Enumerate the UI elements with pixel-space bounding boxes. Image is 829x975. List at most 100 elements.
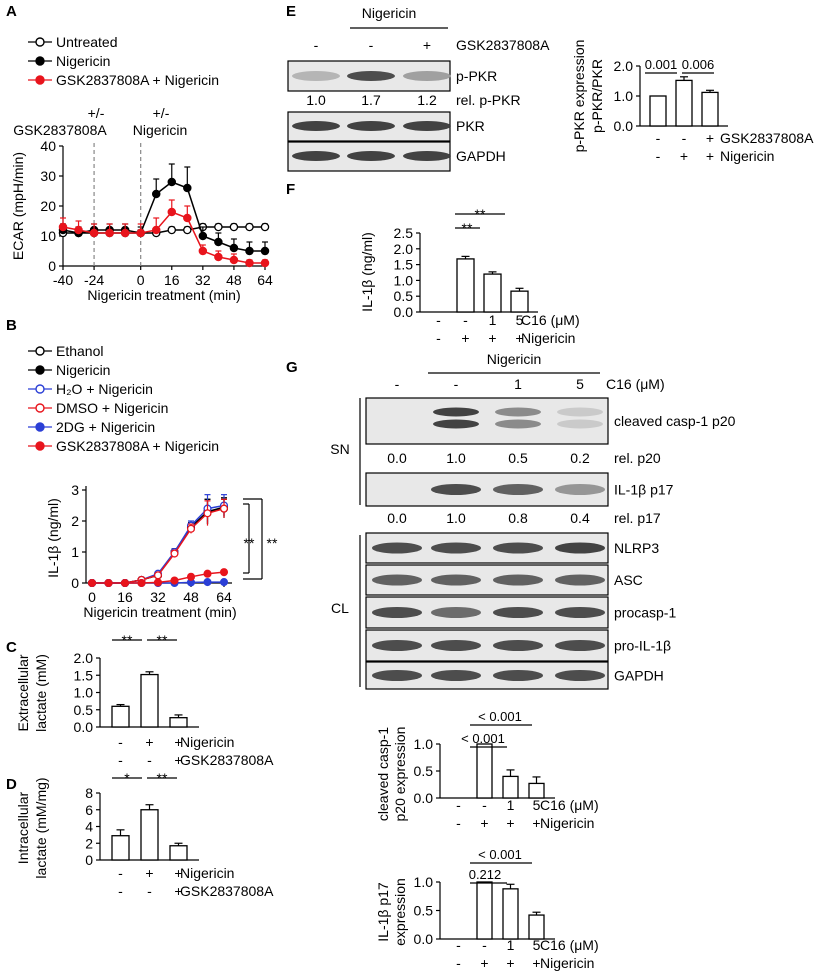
rel-label-e: rel. p-PKR xyxy=(456,92,521,108)
xtick-label-b: 0 xyxy=(88,589,96,605)
y-label-g2: IL-1β p17 xyxy=(375,882,391,942)
panel-g1-cond-value: + xyxy=(532,815,540,831)
xtick-label-a: 48 xyxy=(226,272,242,288)
data-point-a xyxy=(74,225,83,235)
panel-c-cond-value: - xyxy=(147,752,152,768)
rel-p17-value: 0.4 xyxy=(570,510,590,526)
panel-g1-cond-value: - xyxy=(456,815,461,831)
y-label-e: p-PKR expression xyxy=(571,40,587,153)
data-point-a xyxy=(136,228,145,238)
y-label-d: Intracellular xyxy=(15,791,31,864)
gsk-cond-e: - xyxy=(369,37,374,53)
band-gapdh-e xyxy=(292,151,340,161)
bar-g1 xyxy=(502,775,519,799)
band-g xyxy=(555,574,605,586)
band-g xyxy=(555,607,605,618)
sn-label: SN xyxy=(330,441,349,457)
panel-e-cond-value: - xyxy=(656,130,661,146)
pvalue-g2: < 0.001 xyxy=(478,847,522,862)
panel-c-cond-label: Nigericin xyxy=(180,734,234,750)
ytick-label-a: 20 xyxy=(40,198,56,214)
band-gapdh-e xyxy=(403,151,451,161)
bar-f xyxy=(483,273,502,313)
data-point-a xyxy=(167,225,177,235)
band-g xyxy=(372,607,422,618)
legend-marker-a xyxy=(35,75,45,85)
data-point-a xyxy=(198,246,208,256)
rel-p17-value: 0.0 xyxy=(387,510,407,526)
ytick-label-f: 0.5 xyxy=(394,288,414,304)
annot-pm: +/- xyxy=(88,105,105,121)
data-point-b xyxy=(104,578,113,588)
ytick-label-f: 1.0 xyxy=(394,272,414,288)
y-label-d: lactate (mM/mg) xyxy=(33,777,49,878)
panel-e-cond-label: GSK2837808A xyxy=(720,130,814,146)
y-label-b: IL-1β (ng/ml) xyxy=(45,498,61,578)
band-g xyxy=(431,607,481,618)
band-label-e: p-PKR xyxy=(456,68,497,84)
panel-e-cond-value: + xyxy=(706,130,714,146)
panel-d-cond-value: + xyxy=(174,883,182,899)
band-g xyxy=(433,419,479,429)
y-label-a: ECAR (mpH/min) xyxy=(10,152,26,260)
pvalue-g1: < 0.001 xyxy=(478,709,522,724)
panel-g1-cond-value: 1 xyxy=(507,797,515,813)
panel-f-cond-value: 5 xyxy=(516,312,524,328)
band-g xyxy=(431,574,481,586)
data-point-b xyxy=(219,578,229,587)
band-g xyxy=(431,542,481,554)
ytick-label-b: 3 xyxy=(71,482,79,498)
legend-label-b: GSK2837808A + Nigericin xyxy=(56,438,219,454)
pvalue-e: 0.001 xyxy=(645,57,678,72)
panel-d-cond-label: GSK2837808A xyxy=(180,883,274,899)
xtick-label-a: -40 xyxy=(53,272,73,288)
xtick-label-b: 16 xyxy=(117,589,133,605)
data-point-a xyxy=(105,228,114,238)
panel-e-cond-value: + xyxy=(706,148,714,164)
panel-f-cond-value: 1 xyxy=(489,312,497,328)
data-point-a xyxy=(183,183,192,193)
ytick-label-f: 0.0 xyxy=(394,304,414,320)
bar-d xyxy=(111,835,130,861)
panel-g1-cond-label: C16 (μM) xyxy=(540,797,599,813)
legend-marker-b xyxy=(35,346,45,356)
panel-f-cond-value: - xyxy=(463,312,468,328)
legend-marker-b xyxy=(35,403,45,413)
rel-value-e: 1.2 xyxy=(417,92,437,108)
y-label-c: Extracellular xyxy=(15,654,31,731)
data-point-a xyxy=(89,228,99,238)
rel-p17-label: rel. p17 xyxy=(614,510,661,526)
band-pkr xyxy=(292,121,340,131)
annot-pm2: +/- xyxy=(153,105,170,121)
ytick-label-d: 4 xyxy=(85,819,93,835)
panel-g2-cond-label: Nigericin xyxy=(540,955,594,971)
band-g xyxy=(555,484,605,495)
c16-label-g: C16 (μM) xyxy=(606,376,665,392)
rel-value-e: 1.0 xyxy=(306,92,326,108)
data-point-a xyxy=(260,246,270,256)
band-g xyxy=(493,607,543,618)
panel-c-cond-value: + xyxy=(174,752,182,768)
ytick-label-g2: 0.5 xyxy=(414,903,434,919)
panel-d-cond-label: Nigericin xyxy=(180,865,234,881)
ytick-label-a: 40 xyxy=(40,138,56,154)
data-point-a xyxy=(183,225,192,235)
data-point-a xyxy=(229,255,239,265)
panel-e-cond-label: Nigericin xyxy=(720,148,774,164)
ytick-label-g1: 0.0 xyxy=(414,790,434,806)
bar-g2 xyxy=(502,888,519,940)
gsk-cond-e: - xyxy=(314,37,319,53)
ytick-label-f: 2.0 xyxy=(394,241,414,257)
panel-g1-cond-value: - xyxy=(456,797,461,813)
c16-cond-g: - xyxy=(395,376,400,392)
data-point-a xyxy=(151,189,161,199)
xtick-label-a: -24 xyxy=(84,272,104,288)
panel-g2-cond-value: + xyxy=(532,955,540,971)
panel-d-cond-value: + xyxy=(174,865,182,881)
sig-mark-f: ** xyxy=(462,220,473,236)
xtick-label-b: 32 xyxy=(150,589,166,605)
bar-g2 xyxy=(476,881,493,940)
panel-letter-a: A xyxy=(6,3,17,20)
bar-f xyxy=(456,258,475,313)
ytick-label-c: 2.0 xyxy=(74,650,94,666)
